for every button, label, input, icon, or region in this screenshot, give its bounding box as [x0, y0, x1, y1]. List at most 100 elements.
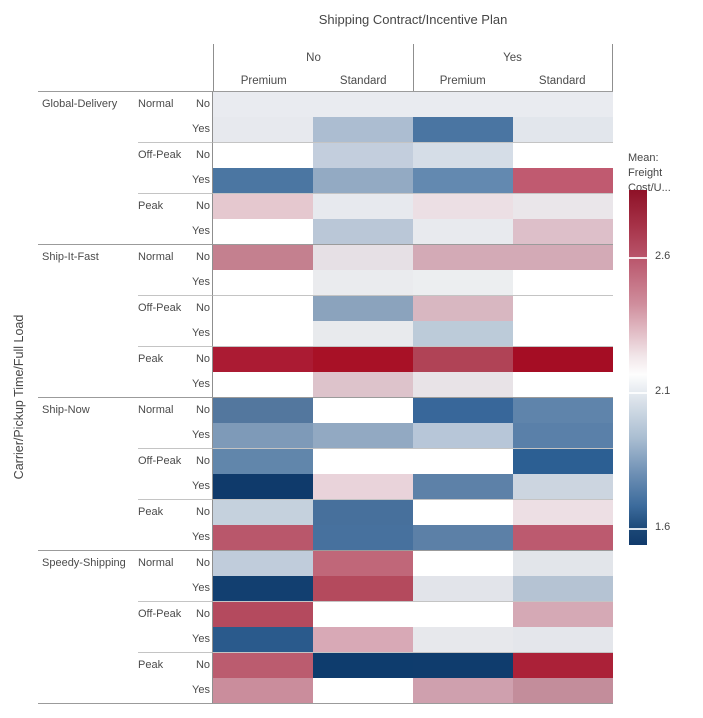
row-label-pickup-time[interactable]: Peak [138, 346, 193, 372]
heatmap-cell[interactable] [513, 116, 613, 142]
heatmap-cell[interactable] [313, 677, 413, 703]
row-label-full-load[interactable]: No [193, 601, 213, 627]
heatmap-cell[interactable] [413, 575, 513, 601]
row-label-carrier[interactable] [38, 295, 138, 321]
heatmap-cell[interactable] [213, 575, 313, 601]
row-label-carrier[interactable] [38, 371, 138, 397]
heatmap-cell[interactable] [313, 550, 413, 576]
heatmap-cell[interactable] [313, 244, 413, 270]
heatmap-cell[interactable] [413, 193, 513, 219]
heatmap-cell[interactable] [213, 218, 313, 244]
heatmap-cell[interactable] [413, 167, 513, 193]
row-label-pickup-time[interactable]: Off-Peak [138, 295, 193, 321]
heatmap-cell[interactable] [213, 473, 313, 499]
row-label-pickup-time[interactable]: Normal [138, 397, 193, 423]
heatmap-cell[interactable] [313, 448, 413, 474]
heatmap-cell[interactable] [213, 142, 313, 168]
heatmap-cell[interactable] [413, 422, 513, 448]
heatmap-cell[interactable] [213, 524, 313, 550]
row-label-full-load[interactable]: Yes [192, 422, 213, 448]
row-label-full-load[interactable]: Yes [192, 269, 213, 295]
heatmap-cell[interactable] [513, 295, 613, 321]
row-label-pickup-time[interactable]: Normal [138, 550, 193, 576]
heatmap-cell[interactable] [513, 193, 613, 219]
row-label-pickup-time[interactable]: Peak [138, 193, 193, 219]
heatmap-cell[interactable] [513, 575, 613, 601]
heatmap-cell[interactable] [513, 244, 613, 270]
row-label-full-load[interactable]: Yes [192, 320, 213, 346]
heatmap-cell[interactable] [313, 218, 413, 244]
row-label-full-load[interactable]: No [193, 550, 213, 576]
heatmap-cell[interactable] [413, 295, 513, 321]
heatmap-cell[interactable] [313, 524, 413, 550]
heatmap-cell[interactable] [513, 142, 613, 168]
heatmap-cell[interactable] [213, 397, 313, 423]
row-label-pickup-time[interactable]: Peak [138, 499, 193, 525]
row-label-full-load[interactable]: Yes [192, 626, 213, 652]
row-label-carrier[interactable] [38, 524, 138, 550]
row-label-pickup-time[interactable] [138, 677, 193, 703]
row-label-carrier[interactable] [38, 193, 138, 219]
row-label-carrier[interactable] [38, 269, 138, 295]
heatmap-cell[interactable] [313, 91, 413, 117]
heatmap-cell[interactable] [513, 550, 613, 576]
heatmap-cell[interactable] [413, 448, 513, 474]
row-label-pickup-time[interactable]: Off-Peak [138, 142, 193, 168]
row-label-pickup-time[interactable] [138, 320, 193, 346]
row-label-carrier[interactable]: Ship-Now [38, 397, 138, 423]
heatmap-cell[interactable] [313, 499, 413, 525]
row-label-pickup-time[interactable] [138, 575, 193, 601]
heatmap-cell[interactable] [513, 626, 613, 652]
heatmap-cell[interactable] [313, 193, 413, 219]
heatmap-cell[interactable] [513, 218, 613, 244]
heatmap-cell[interactable] [213, 626, 313, 652]
heatmap-cell[interactable] [313, 473, 413, 499]
heatmap-cell[interactable] [313, 142, 413, 168]
heatmap-cell[interactable] [213, 167, 313, 193]
heatmap-cell[interactable] [513, 524, 613, 550]
row-label-full-load[interactable]: Yes [192, 371, 213, 397]
row-label-pickup-time[interactable] [138, 218, 193, 244]
heatmap-cell[interactable] [413, 652, 513, 678]
row-label-carrier[interactable] [38, 575, 138, 601]
heatmap-cell[interactable] [513, 91, 613, 117]
heatmap-cell[interactable] [313, 371, 413, 397]
row-label-pickup-time[interactable]: Normal [138, 244, 193, 270]
heatmap-cell[interactable] [413, 626, 513, 652]
row-label-carrier[interactable] [38, 448, 138, 474]
heatmap-cell[interactable] [213, 91, 313, 117]
row-label-full-load[interactable]: Yes [192, 575, 213, 601]
row-label-pickup-time[interactable] [138, 116, 193, 142]
row-label-carrier[interactable] [38, 142, 138, 168]
heatmap-cell[interactable] [313, 601, 413, 627]
heatmap-cell[interactable] [213, 652, 313, 678]
col-header-contract-no[interactable]: No [306, 52, 321, 64]
heatmap-cell[interactable] [413, 116, 513, 142]
row-label-carrier[interactable] [38, 346, 138, 372]
heatmap-cell[interactable] [213, 244, 313, 270]
row-label-pickup-time[interactable] [138, 167, 193, 193]
heatmap-cell[interactable] [213, 677, 313, 703]
heatmap-cell[interactable] [413, 601, 513, 627]
heatmap-cell[interactable] [213, 422, 313, 448]
col-header-plan-premium-2[interactable]: Premium [439, 75, 486, 87]
heatmap-cell[interactable] [213, 448, 313, 474]
heatmap-cell[interactable] [313, 116, 413, 142]
row-label-carrier[interactable] [38, 601, 138, 627]
heatmap-cell[interactable] [413, 244, 513, 270]
row-label-full-load[interactable]: Yes [192, 218, 213, 244]
row-label-full-load[interactable]: No [193, 91, 213, 117]
heatmap-cell[interactable] [313, 422, 413, 448]
row-label-pickup-time[interactable]: Peak [138, 652, 193, 678]
heatmap-cell[interactable] [213, 295, 313, 321]
heatmap-cell[interactable] [513, 269, 613, 295]
heatmap-cell[interactable] [313, 320, 413, 346]
heatmap-cell[interactable] [213, 116, 313, 142]
heatmap-cell[interactable] [313, 397, 413, 423]
row-label-carrier[interactable] [38, 677, 138, 703]
row-label-full-load[interactable]: Yes [192, 524, 213, 550]
heatmap-cell[interactable] [213, 320, 313, 346]
heatmap-cell[interactable] [413, 371, 513, 397]
row-label-carrier[interactable] [38, 499, 138, 525]
row-label-pickup-time[interactable]: Off-Peak [138, 601, 193, 627]
